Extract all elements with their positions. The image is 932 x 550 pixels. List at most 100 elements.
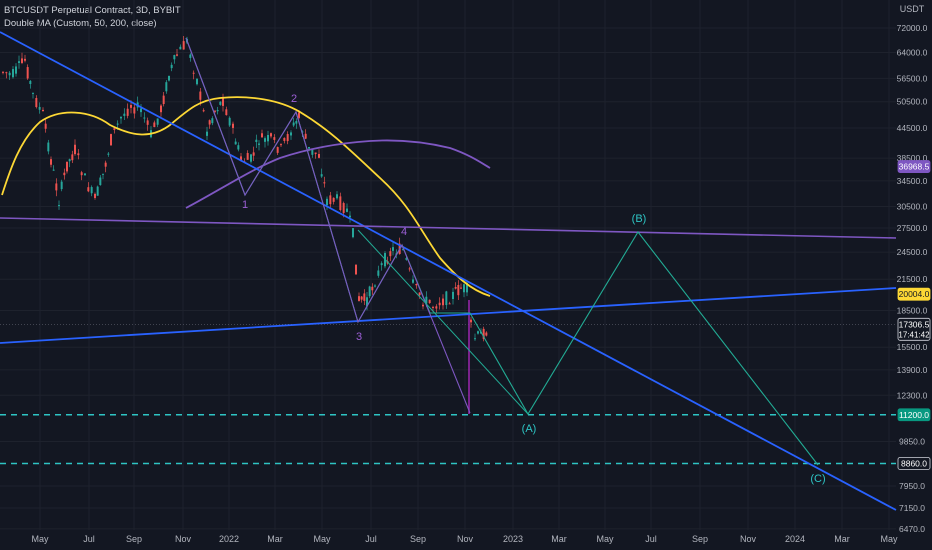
candle-body	[196, 78, 198, 85]
candle-body	[418, 292, 421, 296]
price-tick-label: 7950.0	[899, 481, 925, 491]
candle-body	[474, 338, 476, 340]
ascending-trendline[interactable]	[0, 287, 897, 344]
descending-trendline[interactable]	[0, 31, 897, 511]
candle-body	[342, 203, 345, 213]
indicator-label[interactable]: Double MA (Custom, 50, 200, close)	[4, 18, 157, 29]
candle-body	[192, 72, 195, 74]
candle-body	[422, 304, 424, 307]
time-axis[interactable]: May Jul Sep Nov 2022 Mar May Jul Sep Nov 2023 Mar Ma…	[31, 534, 898, 544]
symbol-title[interactable]: BTCUSDT Perpetual Contract, 3D, BYBIT	[4, 5, 181, 16]
channel-line[interactable]	[357, 229, 529, 415]
time-tick-label: Mar	[267, 534, 283, 544]
candle-body	[374, 285, 376, 287]
candle-body	[445, 291, 448, 306]
candle-body	[276, 147, 279, 153]
price-tick-label: 13900.0	[897, 365, 928, 375]
trendlines[interactable]	[0, 31, 897, 511]
price-badge	[897, 317, 931, 341]
candle-body	[18, 61, 20, 63]
time-tick-label: Sep	[126, 534, 142, 544]
ma-200-line[interactable]	[185, 139, 491, 209]
candle-body	[87, 187, 90, 192]
candle-body	[234, 141, 237, 145]
candle-body	[402, 249, 404, 251]
time-tick-label: May	[31, 534, 49, 544]
time-tick-label: Nov	[740, 534, 757, 544]
candle-body	[80, 172, 83, 176]
candle-body	[110, 134, 112, 146]
price-badge-label: 8860.0	[901, 458, 927, 468]
candle-body	[463, 284, 465, 293]
price-tick-label: 15500.0	[897, 342, 928, 352]
chart-legend: BTCUSDT Perpetual Contract, 3D, BYBIT Do…	[4, 4, 181, 30]
horizontal-resistance-line[interactable]	[0, 217, 897, 239]
candle-body	[130, 104, 132, 108]
candle-body	[173, 55, 176, 60]
candle-body	[216, 110, 219, 112]
candle-body	[332, 197, 335, 202]
candle-body	[311, 149, 314, 155]
price-axis[interactable]: USDT 72000.0 64000.0 56500.0 50500.0 44500.0 3…	[897, 4, 928, 534]
time-tick-label: Sep	[410, 534, 426, 544]
candle-body	[352, 228, 354, 238]
price-tick-label: 44500.0	[897, 123, 928, 133]
price-badge-label: 17306.5	[899, 319, 930, 329]
candle-body	[466, 283, 468, 293]
price-badges: 36968.5 20004.0 17306.517:41:42 11200.0 8860…	[897, 160, 931, 470]
price-badge-label: 36968.5	[899, 162, 930, 172]
candle-body	[29, 80, 32, 84]
candle-body	[454, 287, 457, 289]
candle-body	[206, 131, 208, 136]
candle-body	[71, 154, 74, 161]
wave-label-2: 2	[291, 93, 297, 105]
price-tick-label: 7150.0	[899, 503, 925, 513]
candle-body	[21, 58, 23, 63]
candle-body	[38, 106, 41, 110]
candle-body	[140, 108, 142, 113]
time-tick-label: May	[313, 534, 331, 544]
candle-body	[360, 296, 363, 300]
candle-body	[156, 118, 159, 125]
candle-body	[329, 195, 332, 205]
candle-body	[252, 152, 255, 156]
horizontal-levels	[0, 324, 896, 465]
price-badge	[897, 287, 931, 301]
candle-body	[339, 196, 342, 211]
primary-wave-path[interactable]	[185, 37, 471, 414]
candle-body	[304, 133, 307, 139]
price-badge	[897, 457, 931, 470]
moving-averages	[1, 96, 491, 297]
candle-body	[408, 268, 411, 270]
price-tick-label: 6470.0	[899, 524, 925, 534]
candle-body	[246, 153, 249, 160]
candle-body	[363, 293, 366, 301]
wave-paths[interactable]	[185, 37, 819, 466]
wave-labels: 1 2 3 4 (A) (B) (C)	[242, 93, 826, 485]
candle-body	[26, 67, 29, 79]
candle-body	[15, 66, 17, 74]
candle-body	[273, 137, 276, 140]
candle-body	[170, 64, 173, 69]
candle-body	[189, 54, 192, 58]
candle-body	[202, 110, 205, 112]
candle-body	[452, 291, 454, 300]
price-badge-label: 20004.0	[899, 289, 930, 299]
candle-body	[435, 306, 438, 309]
candle-body	[47, 142, 50, 152]
time-tick-label: 2022	[219, 534, 239, 544]
candle-body	[442, 298, 444, 306]
candle-body	[425, 296, 428, 304]
price-tick-label: 30500.0	[897, 202, 928, 212]
candle-body	[96, 186, 99, 196]
candle-body	[280, 144, 282, 146]
candle-body	[308, 146, 310, 149]
candle-body	[349, 215, 351, 218]
ma-50-line[interactable]	[1, 96, 491, 297]
candle-body	[432, 306, 434, 308]
candle-body	[405, 258, 408, 260]
candle-body	[116, 123, 119, 125]
time-tick-label: 2023	[503, 534, 523, 544]
candle-body	[392, 247, 394, 251]
